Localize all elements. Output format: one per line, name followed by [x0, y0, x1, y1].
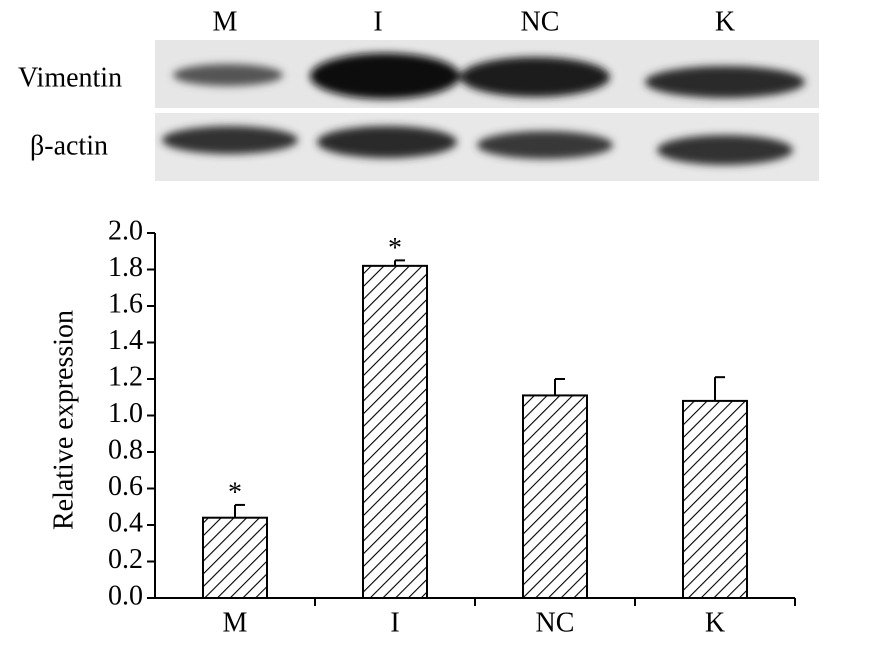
bar — [682, 399, 748, 599]
bar — [362, 264, 428, 599]
y-tick-label: 0.8 — [108, 434, 143, 465]
blot-bands — [162, 53, 805, 165]
row-label: β-actin — [30, 130, 108, 161]
y-tick-label: 0.0 — [108, 580, 143, 611]
y-tick-label: 1.0 — [108, 398, 143, 429]
y-tick-label: 0.4 — [108, 507, 143, 538]
y-axis-title: Relative expression — [48, 310, 79, 530]
x-tick-label: NC — [536, 607, 575, 638]
y-tick-label: 2.0 — [108, 215, 143, 246]
lane-label: NC — [521, 6, 560, 37]
row-label: Vimentin — [18, 62, 122, 93]
lane-label: M — [213, 6, 238, 37]
bar — [202, 516, 268, 600]
y-tick-label: 1.6 — [108, 288, 143, 319]
x-tick-label: K — [705, 607, 725, 638]
y-tick-label: 1.4 — [108, 325, 143, 356]
bar — [522, 394, 588, 599]
y-tick-label: 1.2 — [108, 361, 143, 392]
x-tick-label: I — [390, 607, 399, 638]
significance-marker: * — [388, 233, 402, 264]
y-tick-label: 0.6 — [108, 471, 143, 502]
significance-marker: * — [228, 477, 242, 508]
lane-label: I — [373, 6, 382, 37]
y-tick-label: 0.2 — [108, 544, 143, 575]
lane-label: K — [715, 6, 735, 37]
y-tick-label: 1.8 — [108, 252, 143, 283]
x-tick-label: M — [223, 607, 248, 638]
